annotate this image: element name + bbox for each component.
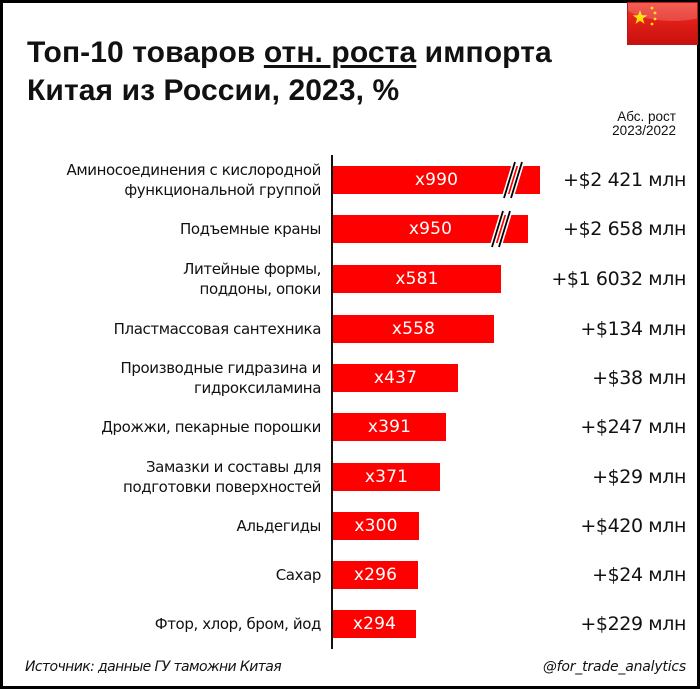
bar-value-label: x990: [414, 170, 459, 190]
axis-break-icon: [490, 210, 513, 248]
bar-row: Аминосоединения с кислородной функциональ…: [0, 161, 700, 199]
axis-break-icon: [502, 161, 525, 199]
author-handle: @for_trade_analytics: [542, 659, 686, 675]
abs-growth-value: +$229 млн: [580, 613, 686, 635]
category-label: Подъемные краны: [180, 219, 321, 239]
source-note: Источник: данные ГУ таможни Китая: [25, 659, 282, 675]
category-label-line1: Дрожжи, пекарные порошки: [101, 418, 321, 436]
category-label: Замазки и составы для подготовки поверхно…: [123, 457, 321, 497]
abs-header-line2: 2023/2022: [612, 123, 676, 138]
bar: x371: [333, 463, 440, 491]
bar-row: Замазки и составы для подготовки поверхно…: [0, 458, 700, 496]
bar-value-label: x581: [395, 269, 439, 289]
bar-row: Фтор, хлор, бром, йод x294 +$229 млн: [0, 610, 700, 638]
category-label-line2: подготовки поверхностей: [123, 478, 321, 496]
bar-row: Сахар x296 +$24 млн: [0, 561, 700, 589]
bar-row: Производные гидразина и гидроксиламина x43…: [0, 359, 700, 397]
abs-growth-value: +$420 млн: [580, 515, 686, 537]
bar: x391: [333, 413, 446, 441]
title-emphasis: отн. роста: [263, 36, 417, 69]
bar-row: Дрожжи, пекарные порошки x391 +$247 млн: [0, 413, 700, 441]
category-label-line1: Пластмассовая сантехника: [113, 320, 322, 338]
category-label: Производные гидразина и гидроксиламина: [121, 358, 322, 398]
category-label: Сахар: [275, 565, 322, 585]
bar: x558: [333, 315, 494, 343]
bar-value-label: x296: [353, 565, 398, 585]
bar-value-label: x558: [391, 319, 436, 339]
category-label-line1: Фтор, хлор, бром, йод: [154, 615, 322, 633]
bar: x294: [333, 610, 416, 638]
bar: x437: [333, 364, 458, 392]
abs-growth-value: +$29 млн: [592, 466, 686, 488]
abs-growth-value: +$2 658 млн: [563, 218, 686, 240]
abs-growth-value: +$24 млн: [592, 564, 686, 586]
abs-growth-value: +$247 млн: [580, 416, 686, 438]
bar-value-label: x950: [408, 219, 453, 239]
abs-header-line1: Абс. рост: [617, 109, 676, 124]
category-label-line2: функциональной группой: [124, 181, 321, 199]
category-label-line2: поддоны, опоки: [199, 280, 322, 298]
abs-growth-header: Абс. рост 2023/2022: [612, 110, 676, 138]
bar-row: Пластмассовая сантехника x558 +$134 млн: [0, 315, 700, 343]
bar-value-label: x391: [367, 417, 412, 437]
bar-value-label: x300: [354, 516, 398, 536]
bar: x296: [333, 561, 418, 589]
bar: x300: [333, 512, 419, 540]
abs-growth-value: +$134 млн: [580, 318, 686, 340]
category-label: Альдегиды: [236, 516, 321, 536]
bar-row: Альдегиды x300 +$420 млн: [0, 512, 700, 540]
chart-title: Топ-10 товаров отн. роста импорта Китая …: [27, 34, 552, 110]
category-label: Аминосоединения с кислородной функциональ…: [66, 160, 321, 200]
category-label: Литейные формы, поддоны, опоки: [183, 259, 321, 299]
category-label-line1: Альдегиды: [236, 517, 321, 535]
china-flag-icon: [627, 2, 698, 45]
category-label: Дрожжи, пекарные порошки: [101, 417, 321, 437]
bar-value-label: x294: [352, 614, 397, 634]
bar-value-label: x371: [364, 467, 409, 487]
bar: x581: [333, 265, 501, 293]
category-label-line1: Производные гидразина и: [120, 359, 322, 377]
abs-growth-value: +$1 6032 млн: [551, 268, 686, 290]
category-label-line1: Аминосоединения с кислородной: [66, 161, 321, 179]
category-label-line1: Сахар: [275, 566, 322, 584]
abs-growth-value: +$38 млн: [592, 367, 686, 389]
bar-value-label: x437: [373, 368, 418, 388]
category-label-line1: Подъемные краны: [179, 220, 321, 238]
abs-growth-value: +$2 421 млн: [563, 169, 686, 191]
title-line2: Китая из России, 2023, %: [27, 74, 400, 107]
category-label: Фтор, хлор, бром, йод: [154, 614, 322, 634]
bar-row: Литейные формы, поддоны, опоки x581 +$1 603…: [0, 260, 700, 298]
title-text: Топ-10 товаров: [27, 36, 264, 69]
y-axis-line: [331, 155, 333, 649]
category-label: Пластмассовая сантехника: [113, 319, 322, 339]
category-label-line1: Замазки и составы для: [145, 458, 321, 476]
title-text: импорта: [416, 36, 552, 69]
category-label-line1: Литейные формы,: [183, 260, 321, 278]
category-label-line2: гидроксиламина: [194, 379, 321, 397]
bar-row: Подъемные краны x950 +$2 658 млн: [0, 210, 700, 248]
